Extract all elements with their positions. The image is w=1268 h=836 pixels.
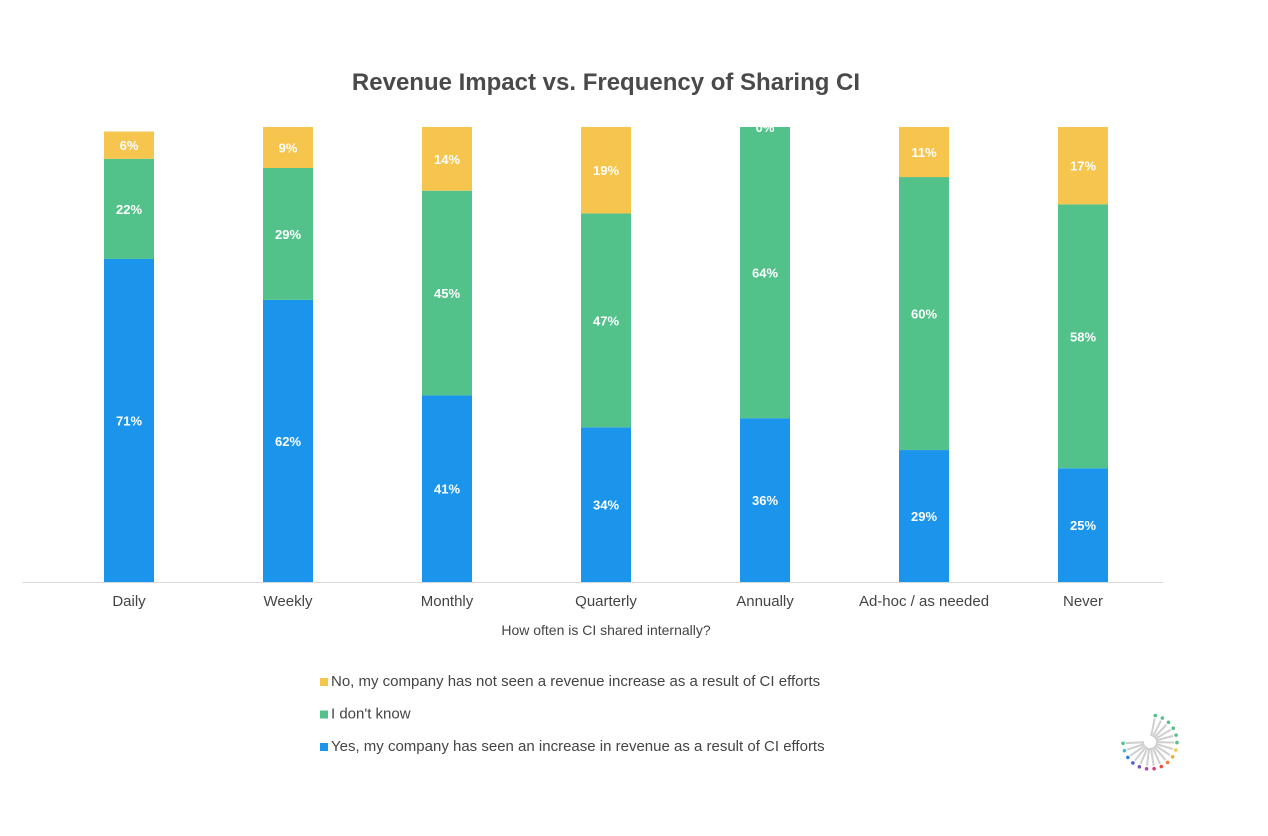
x-tick-label: Annually [736, 593, 794, 610]
data-label: 47% [593, 313, 619, 328]
x-tick-label: Quarterly [575, 593, 637, 610]
legend-swatch [320, 678, 328, 686]
legend-label: Yes, my company has seen an increase in … [331, 738, 825, 755]
bar-segment [104, 258, 154, 582]
data-label: 34% [593, 498, 619, 513]
legend: No, my company has not seen a revenue in… [320, 673, 825, 755]
data-label: 11% [911, 145, 937, 160]
data-label: 14% [434, 152, 460, 167]
bar-segment [104, 158, 154, 259]
data-label: 29% [911, 509, 937, 524]
data-label: 64% [752, 266, 778, 281]
legend-item: I don't know [320, 706, 411, 723]
data-label: 60% [911, 307, 937, 322]
bar-segment [422, 190, 472, 396]
chart-title: Revenue Impact vs. Frequency of Sharing … [352, 69, 860, 96]
legend-swatch [320, 710, 328, 719]
bar-segment [1058, 127, 1108, 205]
bar-segment [263, 127, 313, 168]
legend-item: No, my company has not seen a revenue in… [320, 673, 820, 690]
bar-segment [422, 395, 472, 582]
data-label: 0% [756, 120, 775, 135]
bar-segment [1058, 468, 1108, 582]
x-tick-label: Never [1063, 593, 1103, 610]
bar-segment [740, 418, 790, 582]
data-label: 58% [1070, 329, 1096, 344]
bar-segment [581, 127, 631, 214]
data-label: 62% [275, 434, 301, 449]
data-label: 22% [116, 202, 142, 217]
bar-segment [581, 213, 631, 428]
bar-segment [581, 427, 631, 582]
data-label: 36% [752, 493, 778, 508]
bar-segment [740, 127, 790, 419]
bar-segment [422, 127, 472, 191]
bar-segment [1058, 204, 1108, 469]
bar-segment [899, 127, 949, 178]
bar-segment [263, 167, 313, 300]
x-tick-label: Ad-hoc / as needed [859, 593, 989, 610]
x-tick-label: Monthly [421, 593, 474, 610]
data-label: 19% [593, 163, 619, 178]
data-label: 17% [1070, 159, 1096, 174]
legend-swatch [320, 743, 328, 751]
bar-segment [104, 131, 154, 159]
legend-item: Yes, my company has seen an increase in … [320, 738, 825, 755]
bar-segment [899, 450, 949, 582]
data-label: 41% [434, 482, 460, 497]
data-label: 9% [279, 140, 298, 155]
data-label: 45% [434, 286, 460, 301]
legend-label: I don't know [331, 706, 411, 723]
x-axis-title: How often is CI shared internally? [501, 622, 711, 638]
data-label: 29% [275, 227, 301, 242]
bar-segment [899, 177, 949, 451]
data-label: 6% [120, 138, 139, 153]
data-label: 71% [116, 413, 142, 428]
radiating-lines-logo-icon [1121, 713, 1179, 771]
x-tick-label: Weekly [264, 593, 313, 610]
data-label: 25% [1070, 518, 1096, 533]
x-tick-label: Daily [112, 593, 146, 610]
legend-label: No, my company has not seen a revenue in… [331, 673, 820, 690]
bar-segment [263, 299, 313, 582]
